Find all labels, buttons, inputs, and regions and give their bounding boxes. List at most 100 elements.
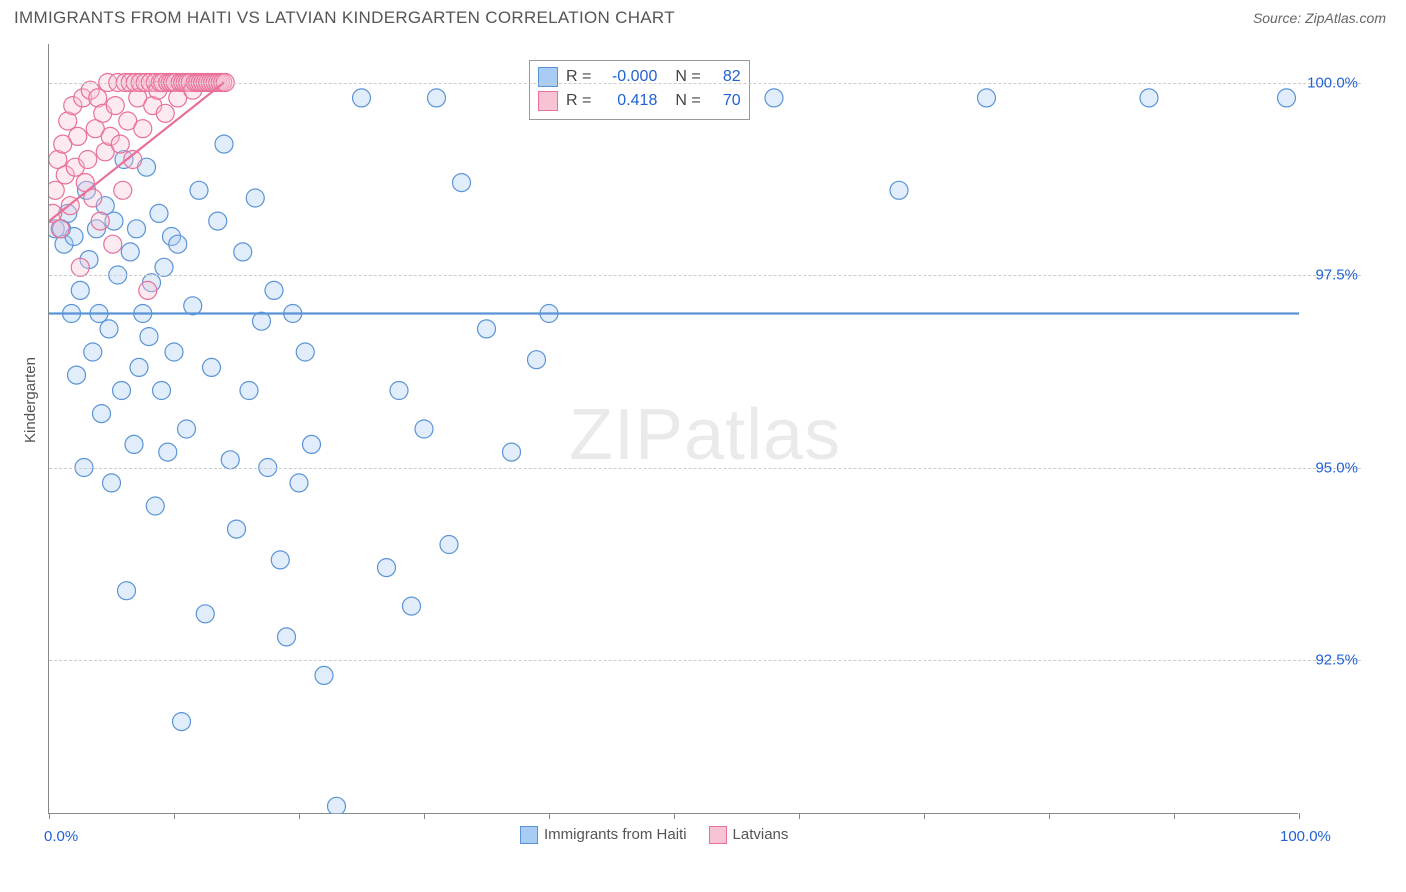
- data-point: [428, 89, 446, 107]
- grid-line: [49, 660, 1361, 661]
- grid-line: [49, 83, 1361, 84]
- corr-r-label: R =: [566, 89, 591, 113]
- data-point: [103, 474, 121, 492]
- corr-n-label: N =: [675, 65, 700, 89]
- x-tick-mark: [1299, 813, 1300, 819]
- plot-wrap: ZIPatlas R =-0.000N =82R =0.418N =70 92.…: [48, 44, 1360, 814]
- grid-line: [49, 468, 1361, 469]
- corr-n-value: 82: [709, 65, 741, 89]
- data-point: [240, 382, 258, 400]
- data-point: [246, 189, 264, 207]
- data-point: [140, 328, 158, 346]
- data-point: [890, 181, 908, 199]
- data-point: [79, 151, 97, 169]
- data-point: [159, 443, 177, 461]
- data-point: [128, 220, 146, 238]
- data-point: [118, 582, 136, 600]
- data-point: [234, 243, 252, 261]
- data-point: [303, 435, 321, 453]
- legend-label: Immigrants from Haiti: [544, 826, 687, 843]
- data-point: [113, 382, 131, 400]
- x-tick-mark: [1049, 813, 1050, 819]
- corr-r-value: -0.000: [599, 65, 657, 89]
- data-point: [221, 451, 239, 469]
- y-tick-label: 97.5%: [1315, 267, 1358, 284]
- data-point: [528, 351, 546, 369]
- x-tick-mark: [424, 813, 425, 819]
- legend-swatch: [709, 826, 727, 844]
- x-tick-mark: [1174, 813, 1175, 819]
- data-point: [173, 713, 191, 731]
- data-point: [178, 420, 196, 438]
- data-point: [155, 258, 173, 276]
- x-tick-mark: [924, 813, 925, 819]
- corr-r-label: R =: [566, 65, 591, 89]
- y-tick-label: 100.0%: [1307, 74, 1358, 91]
- x-tick-mark: [299, 813, 300, 819]
- data-point: [253, 312, 271, 330]
- data-point: [403, 597, 421, 615]
- x-tick-label-min: 0.0%: [44, 828, 78, 845]
- data-point: [290, 474, 308, 492]
- data-point: [271, 551, 289, 569]
- data-point: [296, 343, 314, 361]
- data-point: [503, 443, 521, 461]
- corr-n-value: 70: [709, 89, 741, 113]
- correlation-box: R = -0.000 N = 82R =0.418N =70: [529, 60, 750, 120]
- data-point: [93, 405, 111, 423]
- data-point: [378, 559, 396, 577]
- data-point: [765, 89, 783, 107]
- data-point: [156, 104, 174, 122]
- data-point: [139, 281, 157, 299]
- source-attribution: Source: ZipAtlas.com: [1253, 10, 1386, 26]
- legend-swatch: [538, 67, 558, 87]
- data-point: [69, 127, 87, 145]
- data-point: [478, 320, 496, 338]
- data-point: [440, 536, 458, 554]
- data-point: [121, 243, 139, 261]
- data-point: [453, 174, 471, 192]
- data-point: [184, 297, 202, 315]
- data-point: [415, 420, 433, 438]
- correlation-row: R = -0.000 N = 82: [538, 65, 741, 89]
- data-point: [278, 628, 296, 646]
- data-point: [100, 320, 118, 338]
- data-point: [51, 220, 69, 238]
- chart-title: IMMIGRANTS FROM HAITI VS LATVIAN KINDERG…: [14, 8, 675, 28]
- data-point: [104, 235, 122, 253]
- data-point: [150, 204, 168, 222]
- data-point: [111, 135, 129, 153]
- x-tick-mark: [799, 813, 800, 819]
- data-point: [353, 89, 371, 107]
- legend-swatch: [520, 826, 538, 844]
- data-point: [49, 181, 64, 199]
- legend-item: Latvians: [709, 826, 789, 844]
- data-point: [84, 343, 102, 361]
- data-point: [203, 358, 221, 376]
- data-point: [328, 797, 346, 814]
- data-point: [169, 235, 187, 253]
- x-tick-mark: [49, 813, 50, 819]
- data-point: [215, 135, 233, 153]
- data-point: [1278, 89, 1296, 107]
- data-point: [390, 382, 408, 400]
- data-point: [91, 212, 109, 230]
- data-point: [134, 120, 152, 138]
- x-tick-mark: [174, 813, 175, 819]
- data-point: [978, 89, 996, 107]
- correlation-row: R =0.418N =70: [538, 89, 741, 113]
- data-point: [209, 212, 227, 230]
- data-point: [190, 181, 208, 199]
- x-tick-mark: [674, 813, 675, 819]
- scatter-svg: [49, 44, 1299, 814]
- data-point: [315, 666, 333, 684]
- data-point: [106, 97, 124, 115]
- data-point: [265, 281, 283, 299]
- data-point: [153, 382, 171, 400]
- y-tick-label: 92.5%: [1315, 652, 1358, 669]
- data-point: [71, 258, 89, 276]
- data-point: [130, 358, 148, 376]
- x-tick-label-max: 100.0%: [1280, 828, 1331, 845]
- data-point: [146, 497, 164, 515]
- legend-swatch: [538, 91, 558, 111]
